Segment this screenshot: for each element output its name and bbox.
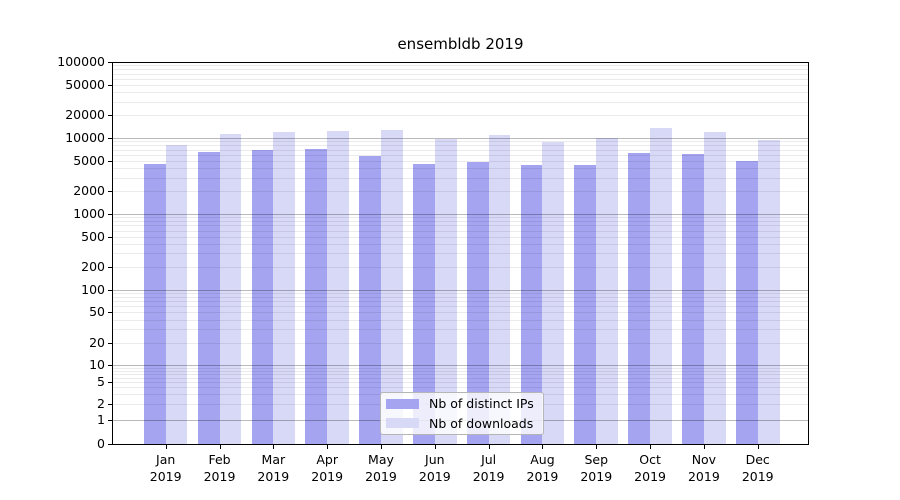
legend-item-downloads: Nb of downloads	[381, 414, 543, 432]
y-tick-mark	[107, 213, 112, 215]
legend-label-downloads: Nb of downloads	[429, 415, 534, 431]
y-tick-label: 1000	[73, 205, 105, 221]
y-tick-label: 0	[97, 435, 105, 451]
x-tick-mark	[327, 445, 329, 449]
x-tick-mark	[757, 445, 759, 449]
x-tick-mark	[596, 445, 598, 449]
x-tick-mark	[380, 445, 382, 449]
x-tick-label: Nov 2019	[687, 452, 720, 484]
x-tick-mark	[650, 445, 652, 449]
x-tick-label: Feb 2019	[203, 452, 236, 484]
y-tick-mark	[107, 381, 112, 383]
legend-swatch-downloads-icon	[386, 418, 419, 429]
x-tick-label: Dec 2019	[741, 452, 774, 484]
x-tick-label: Mar 2019	[257, 452, 290, 484]
y-tick-label: 10000	[65, 129, 105, 145]
y-tick-mark	[107, 443, 112, 445]
legend-item-distinct-ips: Nb of distinct IPs	[381, 395, 543, 413]
y-tick-mark	[107, 312, 112, 314]
x-tick-mark	[434, 445, 436, 449]
y-tick-label: 500	[81, 228, 105, 244]
x-tick-label: Aug 2019	[526, 452, 559, 484]
y-tick-mark	[107, 84, 112, 86]
y-tick-label: 1	[97, 412, 105, 427]
legend-swatch-distinct-ips-icon	[386, 398, 419, 409]
y-tick-mark	[107, 289, 112, 291]
legend: Nb of distinct IPs Nb of downloads	[380, 392, 544, 435]
x-tick-label: Apr 2019	[311, 452, 344, 484]
y-tick-label: 10	[89, 357, 105, 373]
y-tick-mark	[107, 62, 112, 63]
y-tick-label: 20000	[65, 107, 105, 123]
y-tick-label: 100000	[57, 54, 105, 69]
chart-title: ensembldb 2019	[397, 35, 524, 53]
y-tick-label: 200	[81, 258, 105, 274]
y-tick-label: 50	[89, 304, 105, 320]
y-tick-mark	[107, 236, 112, 238]
y-tick-label: 20	[89, 334, 105, 350]
plot-area	[112, 62, 809, 445]
y-tick-label: 5	[97, 373, 105, 389]
y-tick-mark	[107, 365, 112, 367]
y-tick-mark	[107, 403, 112, 405]
x-tick-mark	[219, 445, 221, 449]
y-tick-label: 5000	[73, 152, 105, 168]
y-tick-label: 2000	[73, 182, 105, 198]
y-tick-mark	[107, 160, 112, 162]
x-tick-mark	[165, 445, 167, 449]
y-tick-label: 100	[81, 281, 105, 297]
x-tick-mark	[542, 445, 544, 449]
y-tick-mark	[107, 137, 112, 139]
x-tick-mark	[273, 445, 275, 449]
legend-label-distinct-ips: Nb of distinct IPs	[429, 396, 534, 412]
y-tick-mark	[107, 342, 112, 344]
x-tick-label: Sep 2019	[580, 452, 613, 484]
y-tick-mark	[107, 190, 112, 192]
x-tick-mark	[488, 445, 490, 449]
x-tick-label: Oct 2019	[634, 452, 666, 484]
y-tick-mark	[107, 266, 112, 268]
y-tick-label: 50000	[65, 76, 105, 92]
y-tick-mark	[107, 420, 112, 421]
x-tick-mark	[703, 445, 705, 449]
x-tick-label: Jan 2019	[149, 452, 182, 484]
x-tick-label: May 2019	[365, 452, 397, 484]
x-tick-label: Jun 2019	[418, 452, 451, 484]
y-tick-label: 2	[97, 395, 105, 411]
y-tick-mark	[107, 115, 112, 117]
x-tick-label: Jul 2019	[472, 452, 505, 484]
